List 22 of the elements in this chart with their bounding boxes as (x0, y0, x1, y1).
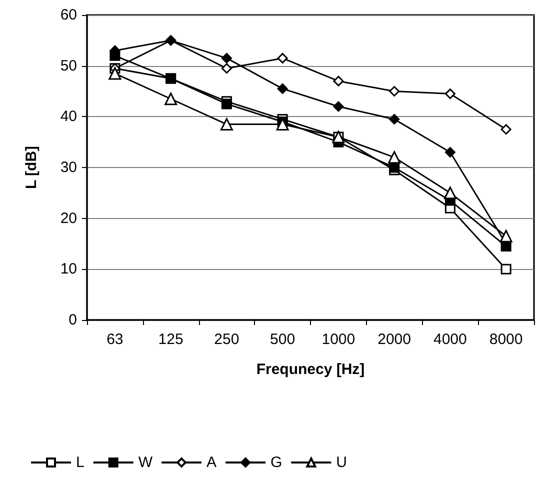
y-tick-label: 20 (60, 210, 77, 227)
y-axis-title: L [dB] (23, 146, 40, 190)
legend-label: G (270, 454, 282, 471)
legend-label: L (76, 454, 84, 471)
x-tick-label: 125 (158, 331, 184, 348)
x-tick-label: 1000 (322, 331, 356, 348)
y-tick-label: 30 (60, 159, 77, 176)
y-tick-label: 60 (60, 6, 77, 24)
y-tick-label: 10 (60, 260, 77, 278)
x-axis-title: Frequnecy [Hz] (256, 361, 365, 378)
x-tick-label: 500 (270, 331, 296, 348)
x-tick-label: 4000 (434, 331, 467, 348)
legend-label: W (138, 454, 154, 471)
x-tick-label: 250 (214, 331, 240, 348)
x-tick-label: 2000 (378, 331, 411, 348)
x-tick-label: 63 (106, 331, 124, 348)
y-tick-label: 50 (60, 57, 77, 74)
y-tick-label: 0 (68, 312, 77, 328)
legend-label: A (206, 454, 217, 471)
legend-label: U (336, 454, 348, 471)
x-tick-label: 8000 (489, 331, 523, 348)
y-tick-label: 40 (60, 108, 77, 126)
